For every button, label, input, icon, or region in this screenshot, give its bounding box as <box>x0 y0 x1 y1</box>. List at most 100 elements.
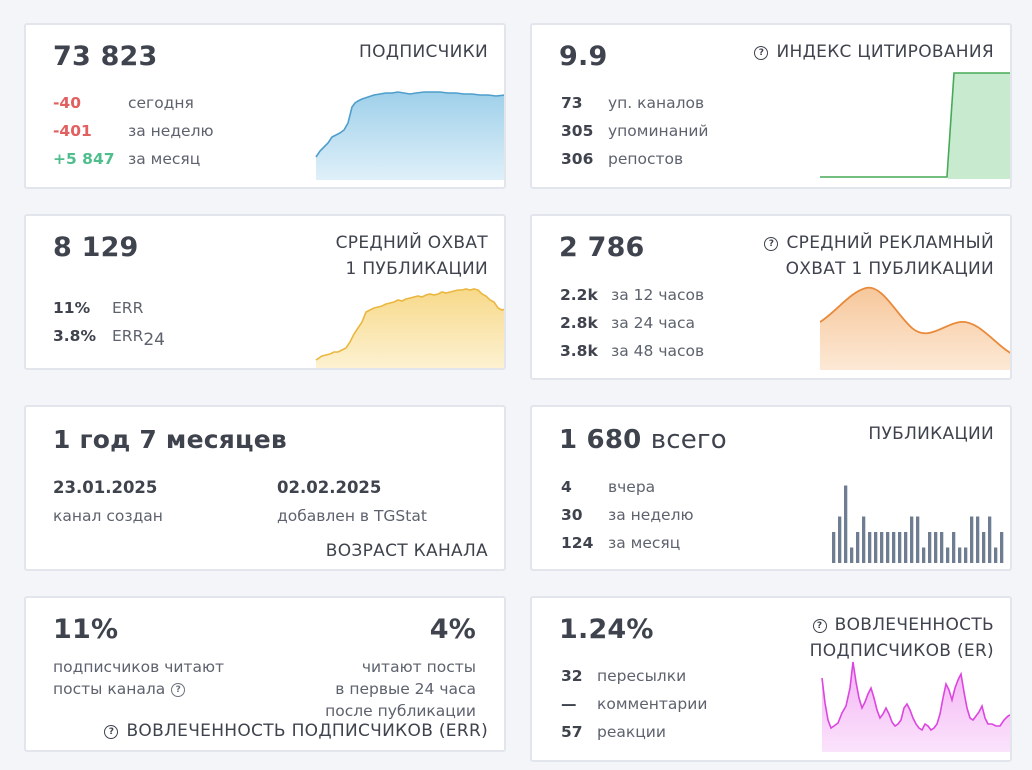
posts-bar <box>898 532 902 563</box>
ad-reach-title-line2: ОХВАТ 1 ПУБЛИКАЦИИ <box>785 259 994 279</box>
posts-month-value: 124 <box>561 534 594 552</box>
posts-bar <box>970 516 974 563</box>
posts-bar <box>964 547 968 563</box>
citation-channels-value: 73 <box>561 94 583 112</box>
ad-reach-card[interactable]: 2 786 ? СРЕДНИЙ РЕКЛАМНЫЙ ОХВАТ 1 ПУБЛИКА… <box>530 214 1012 380</box>
added-label: добавлен в TGStat <box>277 507 427 525</box>
channel-age-title: ВОЗРАСТ КАНАЛА <box>325 541 488 561</box>
ad-reach-title: ? СРЕДНИЙ РЕКЛАМНЫЙ ОХВАТ 1 ПУБЛИКАЦИИ <box>764 230 994 282</box>
subscribers-card[interactable]: 73 823 ПОДПИСЧИКИ -40 сегодня -401 за не… <box>24 23 506 189</box>
reach-err24-label: ERR24 <box>112 327 165 350</box>
reach-title-line1: СРЕДНИЙ ОХВАТ <box>335 233 488 253</box>
question-circle-icon[interactable]: ? <box>812 619 827 633</box>
citation-title-text: ИНДЕКС ЦИТИРОВАНИЯ <box>776 42 994 62</box>
er-sparkline <box>821 661 1010 752</box>
question-circle-icon[interactable]: ? <box>764 237 779 251</box>
posts-count-suffix: всего <box>650 425 727 455</box>
citation-card[interactable]: 9.9 ? ИНДЕКС ЦИТИРОВАНИЯ 73 уп. каналов 3… <box>530 23 1012 189</box>
er-value: 1.24% <box>559 614 654 645</box>
reach-card[interactable]: 8 129 СРЕДНИЙ ОХВАТ 1 ПУБЛИКАЦИИ 11% ERR… <box>24 214 506 370</box>
question-circle-icon[interactable]: ? <box>171 683 186 697</box>
posts-bar <box>928 532 932 563</box>
posts-bar <box>910 516 914 563</box>
posts-title: ПУБЛИКАЦИИ <box>868 424 994 444</box>
ad-reach-24h-value: 2.8k <box>560 314 598 332</box>
err-left-value: 11% <box>53 614 119 645</box>
er-title: ? ВОВЛЕЧЕННОСТЬ ПОДПИСЧИКОВ (ER) <box>810 612 994 664</box>
posts-bar <box>934 532 938 563</box>
subscribers-count: 73 823 <box>53 41 158 72</box>
posts-bar <box>940 532 944 563</box>
posts-bar <box>874 532 878 563</box>
ad-reach-48h-label: за 48 часов <box>611 342 705 360</box>
err-right-line2: в первые 24 часа <box>335 680 476 698</box>
posts-bar-chart <box>832 485 1004 563</box>
er-reactions-label: реакции <box>597 723 666 741</box>
citation-sparkline <box>820 72 1010 179</box>
er-comments-value: — <box>561 695 577 713</box>
created-date: 23.01.2025 <box>53 478 158 497</box>
reach-err-value: 11% <box>53 299 91 317</box>
reach-title: СРЕДНИЙ ОХВАТ 1 ПУБЛИКАЦИИ <box>336 230 488 282</box>
posts-bar <box>988 516 992 563</box>
posts-bar <box>868 532 872 563</box>
citation-reposts-label: репостов <box>608 150 684 168</box>
question-circle-icon[interactable]: ? <box>104 725 119 739</box>
subscribers-title: ПОДПИСЧИКИ <box>359 42 488 62</box>
subscribers-today-label: сегодня <box>128 94 194 112</box>
er-reactions-value: 57 <box>561 723 583 741</box>
err-right-value: 4% <box>429 614 476 645</box>
posts-card[interactable]: 1 680 всего ПУБЛИКАЦИИ 4 вчера 30 за нед… <box>530 405 1012 571</box>
er-card[interactable]: 1.24% ? ВОВЛЕЧЕННОСТЬ ПОДПИСЧИКОВ (ER) 32… <box>530 596 1012 762</box>
posts-yesterday-value: 4 <box>561 478 572 496</box>
err-right-line3: после публикации <box>325 702 476 720</box>
posts-bar <box>994 547 998 563</box>
posts-count: 1 680 <box>559 425 642 455</box>
err-left-line1: подписчиков читают <box>53 658 225 676</box>
subscribers-week-label: за неделю <box>128 122 214 140</box>
subscribers-sparkline <box>315 91 504 180</box>
reach-title-line2: 1 ПУБЛИКАЦИИ <box>345 259 488 279</box>
ad-reach-24h-label: за 24 часа <box>611 314 695 332</box>
subscribers-week-value: -401 <box>53 122 92 140</box>
posts-week-label: за неделю <box>608 506 694 524</box>
er-title-line2: ПОДПИСЧИКОВ (ER) <box>809 641 994 661</box>
posts-bar <box>892 532 896 563</box>
channel-age-card[interactable]: 1 год 7 месяцев 23.01.2025 канал создан … <box>24 405 506 571</box>
posts-month-label: за месяц <box>608 534 681 552</box>
citation-reposts-value: 306 <box>561 150 594 168</box>
err-right-caption: читают посты в первые 24 часа после публ… <box>325 656 476 722</box>
reach-err-label: ERR <box>112 299 144 317</box>
reach-err24-value: 3.8% <box>53 327 96 345</box>
ad-reach-value: 2 786 <box>559 232 645 263</box>
channel-age-value: 1 год 7 месяцев <box>53 425 287 454</box>
posts-bar <box>850 547 854 563</box>
posts-bar <box>856 532 860 563</box>
posts-bar <box>952 532 956 563</box>
citation-mentions-label: упоминаний <box>608 122 709 140</box>
err-card[interactable]: 11% подписчиков читают посты канала? 4% … <box>24 596 506 752</box>
posts-yesterday-label: вчера <box>608 478 656 496</box>
posts-bar <box>838 516 842 563</box>
posts-bar <box>844 485 848 563</box>
ad-reach-12h-label: за 12 часов <box>611 286 705 304</box>
posts-bar <box>886 532 890 563</box>
reach-sparkline <box>315 288 504 368</box>
posts-bar <box>832 532 836 563</box>
posts-week-value: 30 <box>561 506 583 524</box>
created-label: канал создан <box>53 507 163 525</box>
err-right-line1: читают посты <box>361 658 476 676</box>
posts-bar <box>976 516 980 563</box>
subscribers-month-label: за месяц <box>128 150 201 168</box>
posts-bar <box>922 547 926 563</box>
posts-bar <box>916 516 920 563</box>
err-left-line2: посты канала? <box>53 678 224 700</box>
subscribers-month-value: +5 847 <box>53 150 115 168</box>
citation-mentions-value: 305 <box>561 122 594 140</box>
question-circle-icon[interactable]: ? <box>754 46 769 60</box>
ad-reach-title-line1: ? СРЕДНИЙ РЕКЛАМНЫЙ <box>764 230 994 256</box>
ad-reach-12h-value: 2.2k <box>560 286 598 304</box>
ad-reach-sparkline <box>820 286 1010 370</box>
added-date: 02.02.2025 <box>277 478 382 497</box>
ad-reach-48h-value: 3.8k <box>560 342 598 360</box>
